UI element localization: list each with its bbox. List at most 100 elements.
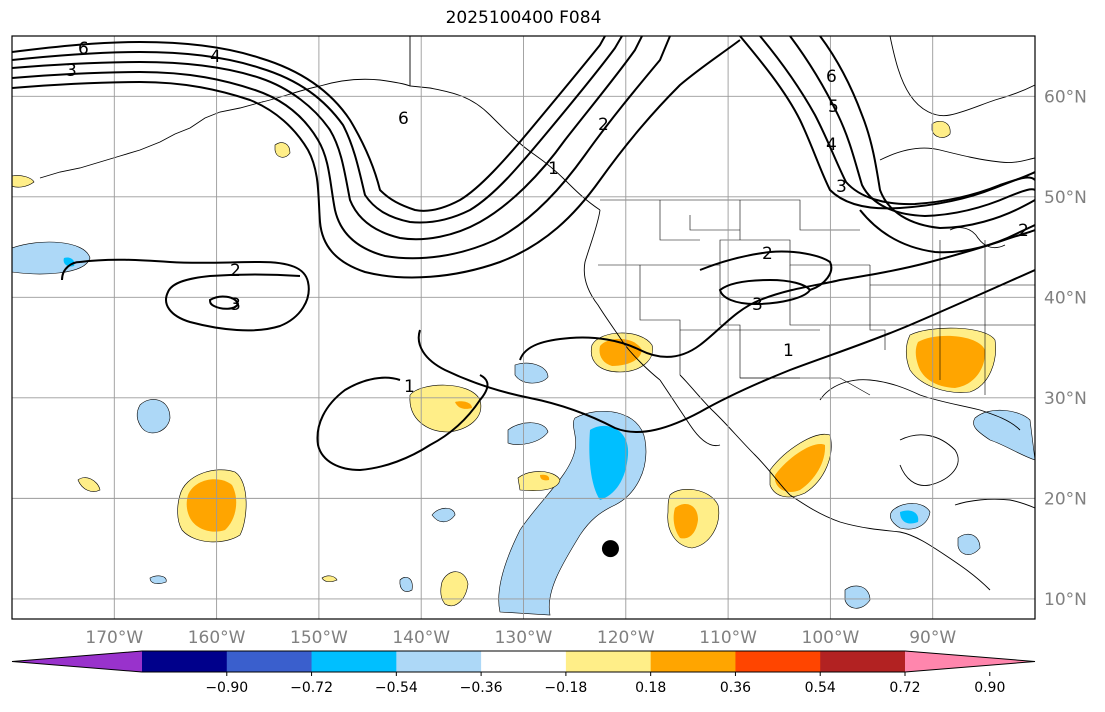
colorbar-segment [820, 651, 906, 672]
contour-label: 2 [598, 115, 609, 135]
colorbar-segment [311, 651, 397, 672]
contour-2-east [699, 250, 833, 291]
longitude-labels: 170°W 160°W 150°W 140°W 130°W 120°W 110°W 100°W… [85, 628, 956, 648]
contour-label: 1 [783, 341, 794, 361]
deep-blue-core [589, 425, 629, 500]
graticule [12, 36, 1035, 619]
yellow-hudson [931, 121, 951, 138]
longitude-label: 140°W [392, 628, 450, 648]
latitude-label: 60°N [1044, 87, 1087, 107]
cuba [954, 498, 1035, 509]
colorbar-tick-label: −0.36 [460, 680, 503, 696]
contour-2-east-line [859, 209, 1035, 254]
colorbar-segment [735, 651, 821, 672]
orange-hawaii [186, 479, 237, 532]
contour-label: 2 [762, 244, 773, 264]
yucatan [899, 434, 959, 486]
contour-2-north [12, 39, 741, 279]
blue-patch-tiny3 [431, 507, 456, 523]
location-marker [601, 540, 619, 558]
contour-3-north [12, 36, 671, 260]
longitude-label: 150°W [290, 628, 348, 648]
longitude-label: 170°W [85, 628, 143, 648]
alaska-peninsula [261, 78, 411, 103]
mexico-coast [789, 494, 991, 591]
contour-label: 3 [752, 295, 763, 315]
colorbar-segment [650, 651, 736, 672]
yellow-south-patch [440, 571, 469, 606]
colorbar-segment [396, 651, 482, 672]
contour-label: 2 [1018, 221, 1029, 241]
colorbar-tick-labels: −0.90 −0.72 −0.54 −0.36 −0.18 0.18 0.36 0.54 0.7… [205, 672, 1005, 696]
latitude-label: 20°N [1044, 489, 1087, 509]
contour-1-central [316, 374, 489, 472]
contour-label: 6 [398, 109, 409, 129]
orange-small-south [540, 474, 550, 481]
orange-offshore-mx [673, 504, 698, 539]
colorbar-tick-label: 0.18 [635, 680, 666, 696]
yellow-tiny-west [77, 477, 101, 492]
colorbar-tick-label: 0.54 [805, 680, 836, 696]
colorbar-tick-label: −0.90 [205, 680, 248, 696]
yellow-small-south [517, 471, 561, 491]
contour-2-west-low [61, 261, 81, 281]
colorbar-tick-label: −0.72 [290, 680, 333, 696]
blue-dot-central-am [900, 510, 919, 524]
contour-label: 3 [836, 177, 847, 197]
blue-patch-carib [957, 533, 981, 555]
longitude-label: 100°W [802, 628, 860, 648]
contour-5-north [12, 36, 623, 224]
blue-patch-pacific-small [844, 585, 871, 609]
colorbar-tick-label: −0.18 [544, 680, 587, 696]
longitude-label: 160°W [188, 628, 246, 648]
blue-patch-tiny1 [399, 577, 413, 592]
colorbar-tick-label: −0.54 [375, 680, 418, 696]
longitude-label: 130°W [495, 628, 553, 648]
contour-label: 5 [828, 97, 839, 117]
latitude-label: 50°N [1044, 188, 1087, 208]
contour-4-east [789, 36, 1035, 218]
contour-label: 6 [78, 39, 89, 59]
contour-label: 2 [230, 261, 241, 281]
contour-1-south [417, 269, 1035, 433]
colorbar-tick-label: 0.72 [889, 680, 920, 696]
contour-3-east-line [819, 36, 1035, 230]
contour-label: 6 [826, 67, 837, 87]
yellow-bc [274, 142, 291, 158]
colorbar-tick-label: 0.36 [720, 680, 751, 696]
orange-mexico [775, 444, 826, 492]
colorbar-segment [565, 651, 652, 672]
hudson-bay [879, 147, 1035, 163]
contours [12, 36, 1035, 472]
colorbar-extend-high [905, 651, 1035, 672]
blue-patch-tiny2 [149, 575, 167, 584]
contour-label: 4 [210, 47, 221, 67]
baja [659, 374, 791, 496]
blue-patch-small1 [507, 422, 549, 445]
alaska-coast [409, 36, 601, 211]
contour-label: 3 [230, 295, 241, 315]
anomaly-fills [12, 121, 1035, 616]
latitude-label: 30°N [1044, 389, 1087, 409]
colorbar-segment [142, 651, 228, 672]
map-frame [11, 35, 1036, 620]
colorbar [11, 650, 1036, 673]
yellow-far-west [12, 175, 35, 188]
latitude-label: 10°N [1044, 590, 1087, 610]
west-coast [583, 209, 661, 381]
yellow-tiny-south [321, 575, 338, 583]
contour-labels: 6 4 3 2 6 2 3 2 1 6 5 4 3 2 3 1 1 [66, 39, 1029, 397]
contour-4-north [12, 36, 643, 241]
contour-3-low [208, 295, 240, 310]
contour-label: 3 [66, 61, 77, 81]
orange-central-dot [455, 401, 472, 409]
aleutians [39, 101, 263, 179]
contour-2-low [79, 258, 310, 332]
contour-label: 1 [548, 159, 559, 179]
latitude-label: 40°N [1044, 288, 1087, 308]
contour-label: 1 [404, 377, 415, 397]
colorbar-extend-low [12, 651, 142, 672]
colorbar-outline [11, 650, 1036, 673]
contour-6-north [12, 36, 606, 212]
